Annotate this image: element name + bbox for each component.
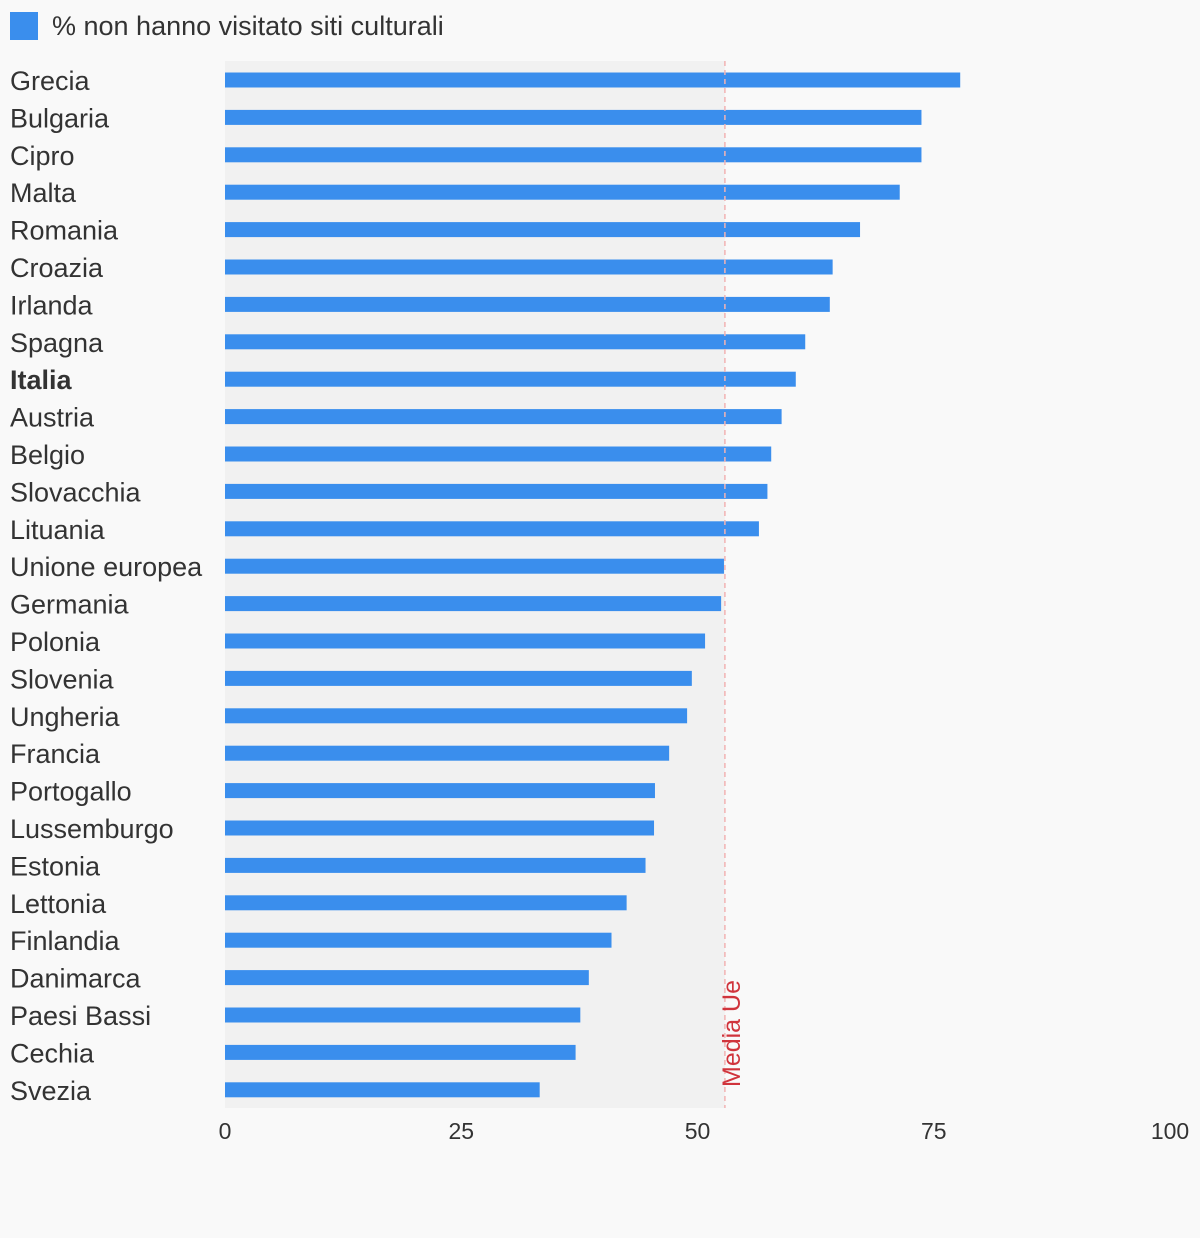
bar [225, 72, 961, 88]
category-label: Italia [10, 365, 73, 395]
category-label: Finlandia [10, 926, 121, 956]
bar [225, 222, 861, 238]
category-label: Irlanda [10, 290, 94, 320]
bar [225, 446, 772, 462]
bar [225, 1007, 581, 1023]
bar [225, 483, 768, 499]
bar [225, 371, 796, 387]
bar [225, 1082, 540, 1098]
legend-swatch [10, 12, 38, 40]
category-label: Cechia [10, 1038, 95, 1068]
category-label: Grecia [10, 66, 91, 96]
category-label: Ungheria [10, 702, 121, 732]
reference-line-label: Media Ue [718, 980, 746, 1087]
x-tick-label: 25 [448, 1118, 474, 1144]
bar [225, 932, 612, 948]
x-tick-label: 75 [921, 1118, 947, 1144]
legend: % non hanno visitato siti culturali [10, 9, 444, 43]
category-label: Germania [10, 590, 130, 620]
bar [225, 409, 782, 425]
category-label: Polonia [10, 627, 101, 657]
bar [225, 296, 830, 312]
category-label: Spagna [10, 328, 104, 358]
plot-band [225, 61, 725, 1108]
category-label: Slovenia [10, 664, 115, 694]
bar [225, 184, 900, 200]
category-label: Francia [10, 739, 101, 769]
category-label: Romania [10, 216, 119, 246]
category-label: Estonia [10, 851, 101, 881]
category-label: Cipro [10, 141, 75, 171]
bar [225, 558, 724, 574]
bar [225, 147, 922, 163]
category-label: Unione europea [10, 552, 203, 582]
bar [225, 109, 922, 125]
x-tick-label: 50 [685, 1118, 711, 1144]
bar [225, 970, 589, 986]
category-label: Portogallo [10, 777, 132, 807]
bar [225, 596, 722, 612]
bar [225, 895, 627, 911]
category-label: Lituania [10, 515, 106, 545]
bar [225, 745, 670, 761]
bar [225, 633, 706, 649]
category-label: Belgio [10, 440, 85, 470]
category-label: Paesi Bassi [10, 1001, 151, 1031]
category-label: Malta [10, 178, 77, 208]
bar [225, 334, 806, 350]
bar [225, 1044, 576, 1060]
category-label: Bulgaria [10, 103, 110, 133]
category-label: Svezia [10, 1076, 92, 1106]
bar [225, 708, 688, 724]
bar [225, 857, 646, 873]
category-label: Croazia [10, 253, 104, 283]
x-tick-label: 0 [219, 1118, 232, 1144]
bar [225, 670, 692, 686]
legend-label: % non hanno visitato siti culturali [52, 10, 444, 41]
bar [225, 820, 655, 836]
bar [225, 259, 833, 275]
category-label: Lussemburgo [10, 814, 174, 844]
category-label: Austria [10, 403, 95, 433]
category-label: Lettonia [10, 889, 107, 919]
category-label: Slovacchia [10, 477, 142, 507]
bar [225, 521, 759, 537]
category-label: Danimarca [10, 964, 142, 994]
x-tick-label: 100 [1151, 1118, 1189, 1144]
bar [225, 783, 655, 799]
